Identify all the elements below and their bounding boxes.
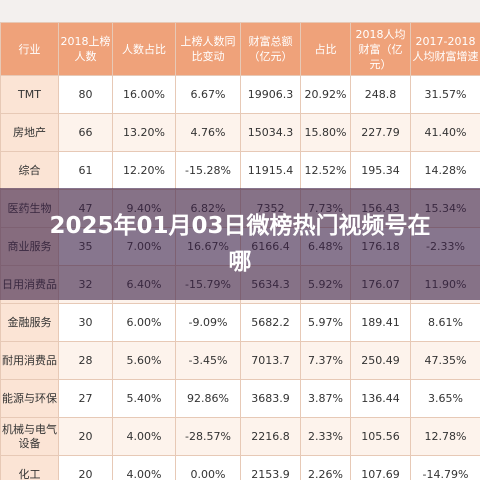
top-strip xyxy=(0,0,480,22)
table-cell: 107.69 xyxy=(350,455,411,480)
row-label: 能源与环保 xyxy=(0,379,59,418)
header-cell: 财富总额（亿元） xyxy=(240,22,301,76)
table-cell: 3.87% xyxy=(300,379,351,418)
table-cell: 4.00% xyxy=(112,417,176,456)
table-cell: 2.33% xyxy=(300,417,351,456)
table-cell: 8.61% xyxy=(410,303,480,342)
table-cell: 105.56 xyxy=(350,417,411,456)
table-cell: 16.00% xyxy=(112,75,176,114)
table-cell: 3683.9 xyxy=(240,379,301,418)
header-cell: 占比 xyxy=(300,22,351,76)
table-cell: 30 xyxy=(58,303,113,342)
table-row: 耐用消费品 28 5.60% -3.45% 7013.7 7.37% 250.49 47.35… xyxy=(0,341,480,380)
table-cell: 6.67% xyxy=(175,75,241,114)
table-cell: 61 xyxy=(58,151,113,190)
header-cell: 上榜人数同比变动 xyxy=(175,22,241,76)
table-cell: 6.00% xyxy=(112,303,176,342)
table-cell: 5682.2 xyxy=(240,303,301,342)
table-cell: 92.86% xyxy=(175,379,241,418)
table-cell: 136.44 xyxy=(350,379,411,418)
table-cell: 189.41 xyxy=(350,303,411,342)
table-cell: 20.92% xyxy=(300,75,351,114)
table-cell: 31.57% xyxy=(410,75,480,114)
row-label: 综合 xyxy=(0,151,59,190)
table-cell: 0.00% xyxy=(175,455,241,480)
table-cell: -14.79% xyxy=(410,455,480,480)
table-cell: -28.57% xyxy=(175,417,241,456)
table-cell: 7013.7 xyxy=(240,341,301,380)
table-cell: 227.79 xyxy=(350,113,411,152)
table-cell: 4.76% xyxy=(175,113,241,152)
table-cell: 7.37% xyxy=(300,341,351,380)
table-row: 金融服务 30 6.00% -9.09% 5682.2 5.97% 189.41 8.61% xyxy=(0,303,480,342)
table-cell: 41.40% xyxy=(410,113,480,152)
table-cell: 13.20% xyxy=(112,113,176,152)
table-cell: 15034.3 xyxy=(240,113,301,152)
row-label: 化工 xyxy=(0,455,59,480)
table-cell: 2.26% xyxy=(300,455,351,480)
table-cell: 15.80% xyxy=(300,113,351,152)
table-cell: 20 xyxy=(58,455,113,480)
table-row: 房地产 66 13.20% 4.76% 15034.3 15.80% 227.79 41.40… xyxy=(0,113,480,152)
table-cell: 28 xyxy=(58,341,113,380)
table-cell: 14.28% xyxy=(410,151,480,190)
row-label: 耐用消费品 xyxy=(0,341,59,380)
table-row: TMT 80 16.00% 6.67% 19906.3 20.92% 248.8 31.57% xyxy=(0,75,480,114)
overlay: 2025年01月03日微榜热门视频号在哪 xyxy=(0,188,480,300)
table-row: 能源与环保 27 5.40% 92.86% 3683.9 3.87% 136.44 3.65% xyxy=(0,379,480,418)
table-cell: -9.09% xyxy=(175,303,241,342)
table-cell: -15.28% xyxy=(175,151,241,190)
table-cell: 12.52% xyxy=(300,151,351,190)
header-cell: 2017-2018人均财富增速 xyxy=(410,22,480,76)
overlay-title: 2025年01月03日微榜热门视频号在哪 xyxy=(49,213,431,275)
table-row: 化工 20 4.00% 0.00% 2153.9 2.26% 107.69 -14.79% xyxy=(0,455,480,480)
table-cell: 2216.8 xyxy=(240,417,301,456)
table-cell: -3.45% xyxy=(175,341,241,380)
table-cell: 12.78% xyxy=(410,417,480,456)
row-label: TMT xyxy=(0,75,59,114)
table-cell: 3.65% xyxy=(410,379,480,418)
header-cell: 行业 xyxy=(0,22,59,76)
row-label: 房地产 xyxy=(0,113,59,152)
row-label: 机械与电气设备 xyxy=(0,417,59,456)
table-cell: 4.00% xyxy=(112,455,176,480)
table-row: 机械与电气设备 20 4.00% -28.57% 2216.8 2.33% 105.56 12… xyxy=(0,417,480,456)
header-cell: 人数占比 xyxy=(112,22,176,76)
table-cell: 80 xyxy=(58,75,113,114)
table-cell: 5.40% xyxy=(112,379,176,418)
table-cell: 248.8 xyxy=(350,75,411,114)
table-cell: 47.35% xyxy=(410,341,480,380)
header-cell: 2018上榜人数 xyxy=(58,22,113,76)
row-label: 金融服务 xyxy=(0,303,59,342)
table-cell: 5.60% xyxy=(112,341,176,380)
header-row: 行业 2018上榜人数 人数占比 上榜人数同比变动 财富总额（亿元） 占比 2018人均财富… xyxy=(0,22,480,76)
header-cell: 2018人均财富（亿元） xyxy=(350,22,411,76)
table-cell: 19906.3 xyxy=(240,75,301,114)
table-cell: 195.34 xyxy=(350,151,411,190)
table-cell: 20 xyxy=(58,417,113,456)
table-cell: 27 xyxy=(58,379,113,418)
table-cell: 250.49 xyxy=(350,341,411,380)
table-row: 综合 61 12.20% -15.28% 11915.4 12.52% 195.34 14.2… xyxy=(0,151,480,190)
table-cell: 66 xyxy=(58,113,113,152)
table-cell: 12.20% xyxy=(112,151,176,190)
table-cell: 5.97% xyxy=(300,303,351,342)
table-cell: 2153.9 xyxy=(240,455,301,480)
table-cell: 11915.4 xyxy=(240,151,301,190)
